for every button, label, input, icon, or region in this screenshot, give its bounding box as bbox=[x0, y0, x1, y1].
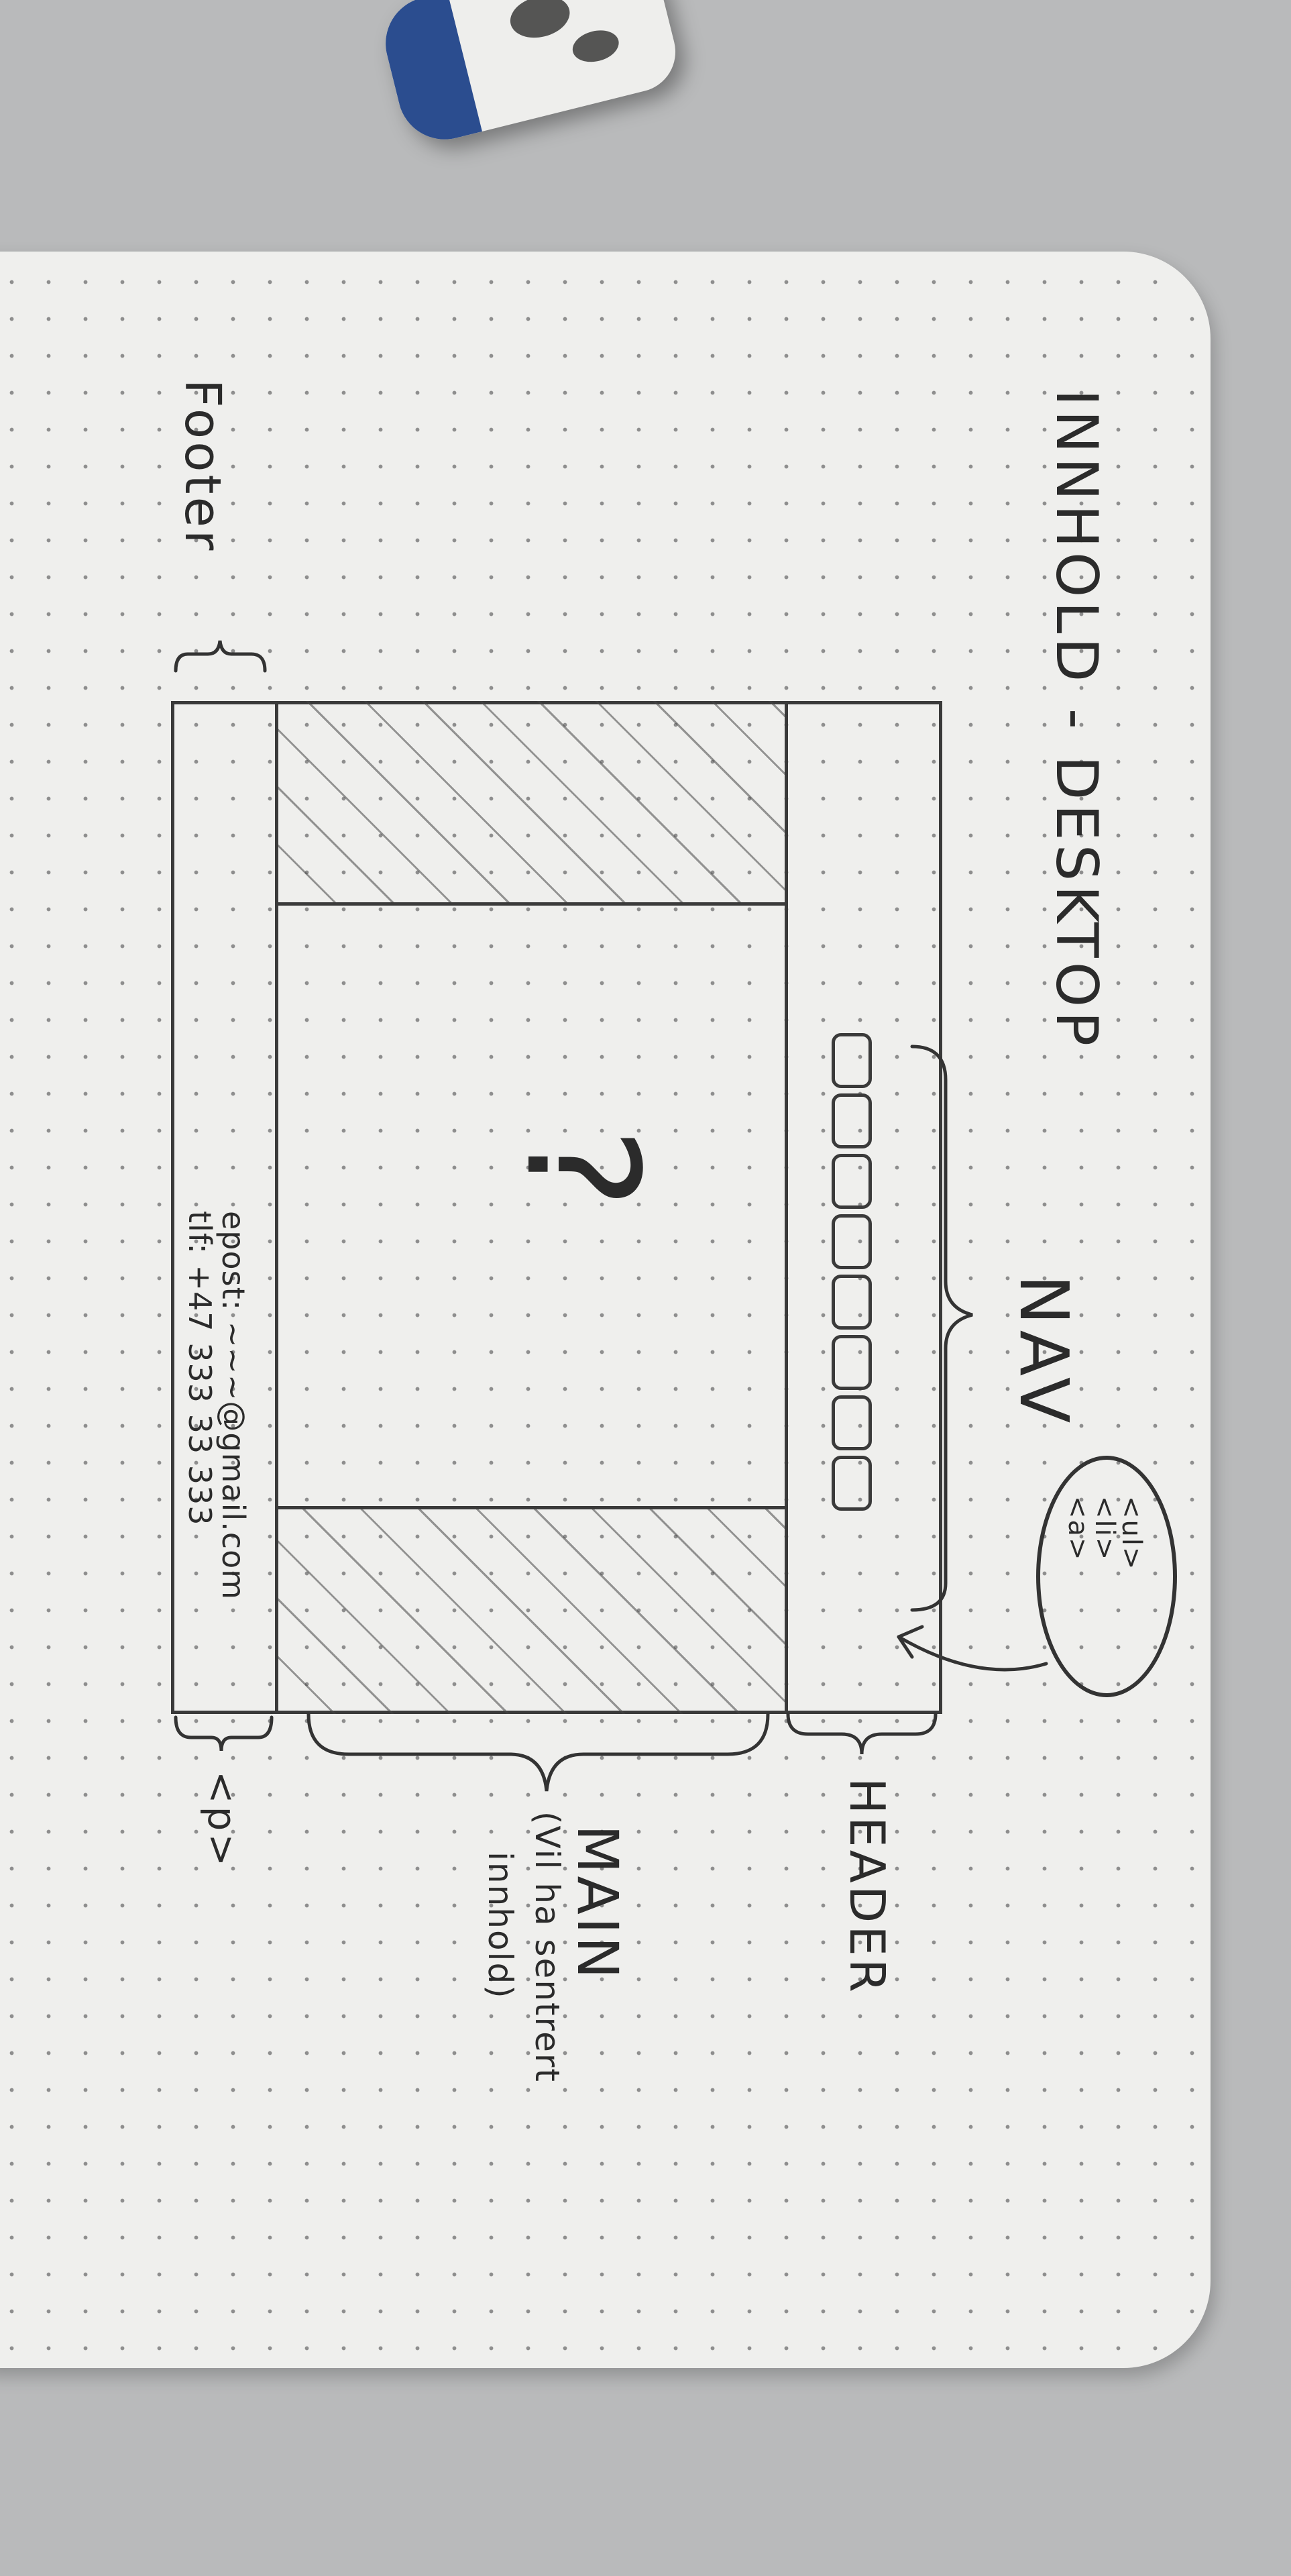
nav-item-sketch bbox=[832, 1395, 872, 1450]
nav-item-sketch bbox=[832, 1335, 872, 1390]
wireframe-footer bbox=[171, 701, 278, 1714]
footer-label: Footer bbox=[174, 379, 231, 553]
nav-item-sketch bbox=[832, 1456, 872, 1511]
nav-item-sketch bbox=[832, 1214, 872, 1269]
wireframe-header bbox=[785, 701, 942, 1714]
main-right-hatched bbox=[275, 1506, 788, 1714]
nav-item-sketch bbox=[832, 1093, 872, 1148]
nav-item-sketch bbox=[832, 1033, 872, 1088]
nav-item-sketch bbox=[832, 1154, 872, 1209]
notebook-page bbox=[0, 252, 1211, 2368]
nav-bubble bbox=[1036, 1456, 1177, 1697]
main-left-hatched bbox=[275, 701, 788, 906]
nav-item-sketch bbox=[832, 1275, 872, 1330]
